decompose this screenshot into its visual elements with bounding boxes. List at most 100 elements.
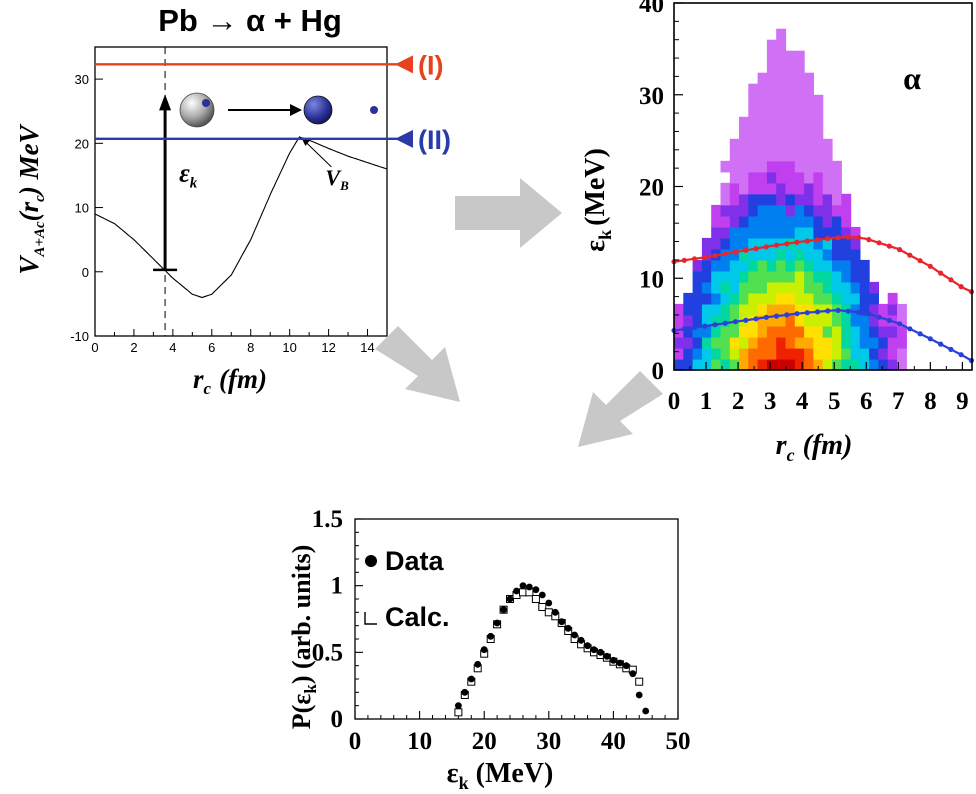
data-point bbox=[577, 636, 585, 644]
potential-y-tick-label: 0 bbox=[82, 265, 89, 280]
data-point bbox=[545, 599, 553, 607]
heatmap-cell bbox=[720, 160, 731, 173]
heatmap-cell bbox=[776, 171, 787, 184]
heatmap-cell bbox=[850, 281, 861, 294]
heatmap-cell bbox=[776, 149, 787, 162]
energy-level-marker-icon bbox=[395, 129, 413, 148]
blue-curve-point bbox=[794, 311, 800, 317]
red-curve-point bbox=[948, 277, 954, 283]
heatmap-cell bbox=[794, 337, 805, 349]
heatmap-cell bbox=[804, 326, 814, 338]
heatmap-cell bbox=[869, 359, 879, 371]
heatmap-cell bbox=[813, 193, 824, 206]
heatmap-cell bbox=[887, 337, 898, 349]
heatmap-cell bbox=[766, 160, 777, 173]
heatmap-cell bbox=[794, 182, 805, 195]
spectrum-ticks: 0 10 20 30 40 50 0 0.5 1 1.5 bbox=[312, 506, 691, 755]
heatmap-cell bbox=[785, 270, 796, 283]
heatmap-cell bbox=[711, 314, 722, 327]
heatmap-cell bbox=[729, 226, 740, 239]
heatmap-cell bbox=[804, 314, 814, 327]
distribution-x-tick-label: 7 bbox=[892, 388, 905, 415]
heatmap-cell bbox=[674, 337, 684, 349]
heatmap-cell bbox=[813, 270, 824, 283]
red-curve-point bbox=[927, 263, 933, 269]
data-point bbox=[622, 662, 630, 670]
heatmap-cell bbox=[794, 204, 805, 217]
heatmap-cell bbox=[785, 94, 796, 107]
heatmap-cell bbox=[887, 292, 898, 305]
heatmap-cell bbox=[785, 193, 796, 206]
calc-point bbox=[531, 595, 540, 603]
heatmap-cell bbox=[766, 314, 777, 327]
heatmap-cell bbox=[711, 359, 722, 371]
blue-curve-point bbox=[825, 308, 831, 314]
heatmap-cell bbox=[701, 348, 712, 360]
heatmap-cell bbox=[776, 215, 787, 228]
blue-curve-point bbox=[773, 313, 780, 319]
heatmap-cell bbox=[701, 337, 712, 349]
red-curve-point bbox=[763, 244, 769, 250]
heatmap-cell bbox=[711, 326, 722, 338]
energy-level-marker-icon bbox=[395, 55, 413, 74]
calc-point bbox=[454, 708, 463, 717]
heatmap-cell bbox=[692, 326, 703, 338]
heatmap-cell bbox=[720, 359, 731, 371]
spectrum-x-tick-label: 10 bbox=[407, 728, 432, 755]
heatmap-cell bbox=[850, 348, 861, 360]
heatmap-cell bbox=[832, 259, 842, 272]
spectrum-x-tick-label: 30 bbox=[536, 728, 561, 755]
heatmap-cell bbox=[766, 348, 777, 360]
heatmap-cell bbox=[748, 193, 759, 206]
heatmap-cell bbox=[804, 248, 814, 261]
heatmap-cell bbox=[776, 226, 787, 239]
data-point bbox=[487, 632, 495, 640]
heatmap-cell bbox=[776, 28, 787, 41]
red-curve-point bbox=[845, 234, 851, 240]
heatmap-cell bbox=[794, 116, 805, 129]
heatmap-cell bbox=[739, 303, 749, 316]
energy-level-label: (II) bbox=[418, 125, 451, 155]
red-curve-point bbox=[938, 270, 944, 276]
heatmap-cell bbox=[813, 127, 824, 140]
heatmap-cell bbox=[813, 248, 824, 261]
heatmap-cell bbox=[766, 248, 777, 261]
red-curve-point bbox=[917, 258, 923, 264]
heatmap-cell bbox=[720, 182, 731, 195]
heatmap-cell bbox=[757, 237, 768, 250]
data-point bbox=[467, 675, 475, 683]
distribution-x-tick-label: 1 bbox=[700, 388, 713, 415]
heatmap-cell bbox=[785, 248, 796, 261]
heatmap-cell bbox=[683, 359, 694, 371]
heatmap-cell bbox=[832, 226, 842, 239]
heatmap-cell bbox=[813, 171, 824, 184]
flow-arrow-down-right-icon bbox=[375, 326, 460, 402]
heatmap-cell bbox=[720, 348, 731, 360]
data-point bbox=[526, 583, 533, 591]
potential-x-tick-label: 8 bbox=[247, 340, 254, 355]
alpha-annotation: α bbox=[903, 60, 921, 96]
data-point bbox=[493, 619, 501, 627]
heatmap-cell bbox=[785, 359, 796, 371]
heatmap-cell bbox=[813, 359, 824, 371]
heatmap-cell bbox=[813, 226, 824, 239]
heatmap-cell bbox=[739, 281, 749, 294]
blue-curve-point bbox=[886, 317, 892, 323]
heatmap-cell bbox=[850, 292, 861, 305]
blue-curve-point bbox=[917, 331, 923, 337]
heatmap-cell bbox=[869, 326, 879, 338]
heatmap-cell bbox=[711, 226, 722, 239]
heatmap-cell bbox=[897, 348, 907, 360]
data-point bbox=[590, 646, 598, 654]
heatmap-cell bbox=[887, 348, 898, 360]
heatmap-cell bbox=[739, 149, 749, 162]
heatmap-cell bbox=[692, 337, 703, 349]
spectrum-x-tick-label: 50 bbox=[666, 728, 691, 755]
heatmap-cell bbox=[832, 171, 842, 184]
heatmap-cell bbox=[748, 182, 759, 195]
heatmap-cell bbox=[832, 215, 842, 228]
heatmap-cell bbox=[850, 303, 861, 316]
heatmap-cell bbox=[776, 127, 787, 140]
red-curve-point bbox=[784, 241, 790, 247]
heatmap-cell bbox=[785, 337, 796, 349]
